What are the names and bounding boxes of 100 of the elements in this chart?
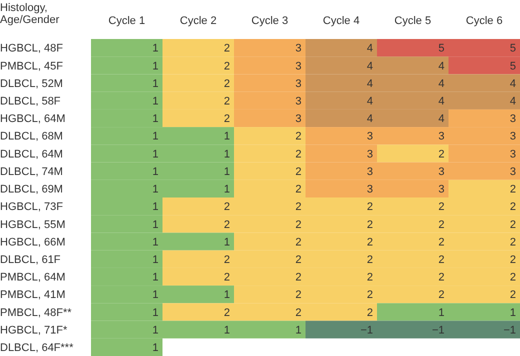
data-label: 1 — [295, 324, 302, 336]
y-tick-label: HGBCL, 64M — [0, 113, 66, 126]
data-label: 2 — [295, 166, 302, 178]
data-label: 2 — [224, 42, 230, 55]
data-label: 2 — [295, 130, 302, 143]
data-label: 2 — [224, 78, 230, 90]
data-label: 1 — [224, 166, 230, 178]
data-label: 3 — [510, 130, 516, 143]
data-label: 2 — [224, 306, 230, 319]
data-label: 2 — [295, 254, 302, 266]
data-label: 2 — [224, 95, 230, 108]
data-label: 2 — [224, 113, 230, 126]
x-tick-label: Cycle 2 — [180, 15, 217, 27]
data-label: 2 — [295, 184, 302, 196]
data-label: 2 — [510, 201, 516, 214]
y-tick-label: DLBCL, 64F*** — [0, 342, 74, 354]
y-tick-label: PMBCL, 48F** — [0, 306, 72, 319]
y-axis-title: Histology, Age/Gender — [0, 2, 60, 26]
data-label: 1 — [224, 130, 230, 143]
data-label: 2 — [510, 254, 516, 266]
y-tick-label: HGBCL, 71F* — [0, 324, 68, 336]
data-label: 4 — [366, 113, 373, 126]
data-label: 3 — [438, 166, 444, 178]
data-label: 2 — [366, 201, 373, 214]
data-label: 1 — [152, 254, 158, 266]
data-label: 1 — [152, 324, 158, 336]
data-label: 4 — [366, 78, 373, 90]
data-label: 3 — [366, 130, 373, 143]
data-label: 2 — [295, 218, 302, 231]
data-label: 3 — [366, 148, 373, 160]
x-tick-label: Cycle 4 — [322, 15, 360, 27]
data-label: 3 — [295, 60, 302, 72]
data-label: −1 — [503, 324, 516, 336]
data-label: 1 — [152, 306, 158, 319]
data-label: 2 — [438, 201, 444, 214]
data-label: 1 — [152, 236, 158, 248]
data-label: 2 — [510, 236, 516, 248]
data-label: 2 — [224, 60, 230, 72]
data-label: 3 — [295, 95, 302, 108]
data-label: 1 — [510, 306, 516, 319]
data-label: 2 — [510, 289, 516, 302]
data-label: 4 — [438, 78, 444, 90]
data-label: 2 — [366, 254, 373, 266]
data-label: 1 — [152, 289, 158, 302]
data-label: 4 — [366, 95, 373, 108]
data-label: 2 — [510, 272, 516, 284]
y-tick-label: HGBCL, 66M — [0, 236, 66, 248]
data-label: 1 — [224, 289, 230, 302]
data-label: 3 — [438, 130, 444, 143]
x-tick-label: Cycle 5 — [394, 15, 432, 27]
data-label: 4 — [510, 95, 516, 108]
data-label: 1 — [224, 148, 230, 160]
data-label: 2 — [366, 272, 373, 284]
y-tick-label: DLBCL, 52M — [0, 78, 63, 90]
data-label: 1 — [224, 184, 230, 196]
data-label: 1 — [152, 95, 158, 108]
y-tick-label: PMBCL, 45F — [0, 60, 64, 72]
data-label: 3 — [366, 166, 373, 178]
data-label: 5 — [438, 42, 444, 55]
data-label: 5 — [510, 60, 516, 72]
data-label: 5 — [510, 42, 516, 55]
y-tick-label: DLBCL, 68M — [0, 130, 63, 143]
data-label: 2 — [366, 236, 373, 248]
data-label: 2 — [224, 218, 230, 231]
data-label: 3 — [510, 113, 516, 126]
data-label: 2 — [438, 148, 444, 160]
y-tick-label: DLBCL, 61F — [0, 254, 61, 266]
y-tick-label: PMBCL, 64M — [0, 272, 66, 284]
data-label: 2 — [224, 201, 230, 214]
data-label: 3 — [366, 184, 373, 196]
data-label: 1 — [152, 218, 158, 231]
data-label: 3 — [295, 42, 302, 55]
data-label: 3 — [510, 148, 516, 160]
data-label: 1 — [438, 306, 444, 319]
data-label: 2 — [224, 254, 230, 266]
y-tick-label: DLBCL, 64M — [0, 148, 63, 160]
y-tick-label: HGBCL, 55M — [0, 218, 66, 231]
data-label: 2 — [295, 306, 302, 319]
data-label: −1 — [432, 324, 444, 336]
data-label: 2 — [295, 289, 302, 302]
data-label: 2 — [295, 236, 302, 248]
data-label: 2 — [438, 272, 444, 284]
data-label: −1 — [360, 324, 373, 336]
data-label: 2 — [510, 218, 516, 231]
data-label: 2 — [224, 272, 230, 284]
data-label: 4 — [366, 42, 373, 55]
data-label: 1 — [152, 272, 158, 284]
data-label: 1 — [152, 148, 158, 160]
y-tick-label: HGBCL, 73F — [0, 201, 64, 214]
data-label: 2 — [438, 218, 444, 231]
y-tick-label: HGBCL, 48F — [0, 42, 64, 55]
data-label: 2 — [438, 254, 444, 266]
data-label: 2 — [295, 272, 302, 284]
y-tick-label: DLBCL, 69M — [0, 184, 63, 196]
data-label: 2 — [438, 289, 444, 302]
data-label: 1 — [224, 236, 230, 248]
data-label: 3 — [295, 113, 302, 126]
data-label: 1 — [152, 113, 158, 126]
data-label: 2 — [366, 306, 373, 319]
data-label: 4 — [438, 113, 444, 126]
